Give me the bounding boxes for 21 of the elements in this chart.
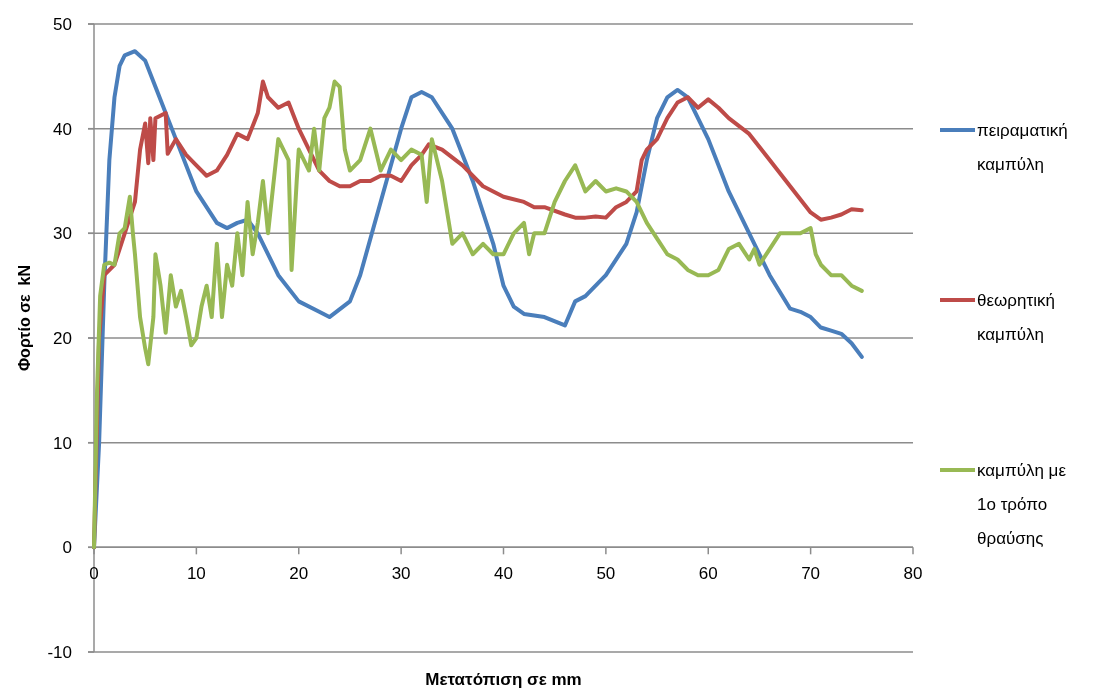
y-tick-label: 0 bbox=[62, 538, 72, 558]
x-tick-label: 0 bbox=[89, 564, 99, 584]
x-tick-label: 60 bbox=[698, 564, 718, 584]
legend-label: πειραματική καμπύλη bbox=[977, 120, 1068, 174]
x-tick-label: 50 bbox=[596, 564, 616, 584]
y-axis-title: Φορτίο σε kN bbox=[16, 264, 33, 372]
x-tick-label: 40 bbox=[494, 564, 513, 584]
legend-label: θεωρητική καμπύλη bbox=[977, 290, 1055, 344]
y-tick-label: 20 bbox=[53, 328, 72, 348]
y-tick-label: 30 bbox=[53, 224, 72, 244]
x-tick-label: 30 bbox=[391, 564, 411, 584]
x-axis-title: Μετατόπιση σε mm bbox=[425, 670, 582, 689]
legend-label: καμπύλη με 1ο τρόπο θραύσης bbox=[977, 460, 1067, 548]
y-tick-label: 10 bbox=[53, 433, 72, 453]
x-tick-label: 10 bbox=[186, 564, 206, 584]
x-tick-label: 80 bbox=[903, 564, 923, 584]
y-tick-label: 50 bbox=[53, 14, 72, 34]
x-tick-label: 20 bbox=[289, 564, 309, 584]
x-tick-label: 70 bbox=[801, 564, 821, 584]
y-tick-label: -10 bbox=[47, 642, 72, 662]
y-tick-label: 40 bbox=[53, 119, 72, 139]
